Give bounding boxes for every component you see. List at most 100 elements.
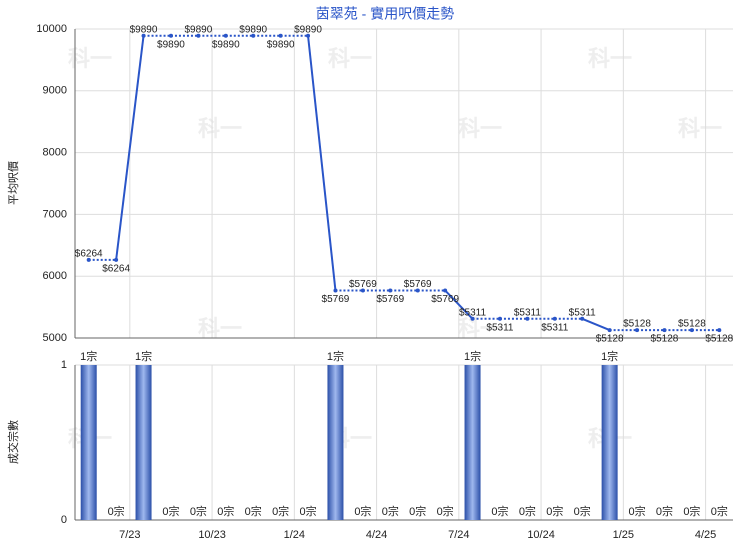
watermark: 科一 — [328, 46, 372, 71]
x-tick-label: 4/25 — [695, 529, 716, 541]
point — [662, 328, 667, 333]
point — [607, 328, 612, 333]
line-segment — [444, 289, 474, 320]
line-segment — [307, 35, 337, 291]
data-label: 0宗 — [519, 504, 536, 518]
data-label: 0宗 — [217, 504, 234, 518]
data-label: 0宗 — [683, 504, 700, 518]
line-segment — [115, 35, 145, 261]
y-tick-label: 5000 — [43, 332, 67, 344]
data-label: $5128 — [623, 319, 651, 330]
data-label: $5769 — [431, 294, 459, 305]
point — [168, 33, 173, 38]
data-label: 0宗 — [437, 504, 454, 518]
y-tick-label: 6000 — [43, 270, 67, 282]
point — [470, 316, 475, 321]
data-label: 1宗 — [601, 349, 618, 363]
data-label: 0宗 — [382, 504, 399, 518]
watermark: 科一 — [198, 116, 242, 141]
point — [415, 288, 420, 293]
point — [443, 288, 448, 293]
data-label: $5128 — [705, 334, 733, 345]
data-label: $5128 — [651, 334, 679, 345]
data-label: 0宗 — [245, 504, 262, 518]
data-label: $5769 — [376, 294, 404, 305]
y-tick-label: 8000 — [43, 147, 67, 159]
point — [141, 33, 146, 38]
y-axis-label: 平均呎價 — [6, 161, 20, 205]
watermark: 科一 — [458, 316, 502, 341]
data-label: $9890 — [157, 39, 185, 50]
point — [635, 328, 640, 333]
data-label: 0宗 — [574, 504, 591, 518]
data-label: 0宗 — [628, 504, 645, 518]
line-segment — [581, 317, 611, 332]
data-label: 0宗 — [354, 504, 371, 518]
data-label: 0宗 — [162, 504, 179, 518]
data-label: 0宗 — [711, 504, 728, 518]
x-tick-label: 10/23 — [198, 529, 226, 541]
point — [278, 33, 283, 38]
point — [223, 33, 228, 38]
point — [333, 288, 338, 293]
data-label: $9890 — [184, 24, 212, 35]
data-label: 0宗 — [409, 504, 426, 518]
point — [360, 288, 365, 293]
data-label: 0宗 — [546, 504, 563, 518]
data-label: $9890 — [212, 39, 240, 50]
data-label: 0宗 — [108, 504, 125, 518]
point — [552, 316, 557, 321]
data-label: $5128 — [596, 334, 624, 345]
point — [525, 316, 530, 321]
y-tick-label: 9000 — [43, 85, 67, 97]
data-label: $5128 — [678, 319, 706, 330]
y-tick-label: 0 — [61, 514, 67, 526]
data-label: $6264 — [102, 264, 130, 275]
point — [196, 33, 201, 38]
x-tick-label: 10/24 — [527, 529, 555, 541]
x-tick-label: 1/24 — [284, 529, 305, 541]
x-tick-label: 7/24 — [448, 529, 469, 541]
point — [86, 257, 91, 262]
watermark: 科一 — [588, 46, 632, 71]
bar — [464, 365, 481, 520]
data-label: $9890 — [239, 24, 267, 35]
data-label: $5769 — [404, 279, 432, 290]
point — [114, 257, 119, 262]
data-label: 1宗 — [80, 349, 97, 363]
point — [306, 33, 311, 38]
y-tick-label: 10000 — [36, 23, 67, 35]
point — [251, 33, 256, 38]
y-axis-label: 成交宗數 — [6, 420, 20, 464]
point — [689, 328, 694, 333]
data-label: $6264 — [75, 249, 103, 260]
bar — [327, 365, 344, 520]
bar — [80, 365, 97, 520]
data-label: $5311 — [486, 322, 514, 333]
data-label: 1宗 — [464, 349, 481, 363]
bar — [601, 365, 618, 520]
point — [717, 328, 722, 333]
data-label: $9890 — [294, 24, 322, 35]
data-label: $5769 — [322, 294, 350, 305]
data-label: 1宗 — [327, 349, 344, 363]
data-label: $9890 — [267, 39, 295, 50]
bar — [135, 365, 152, 520]
watermark: 科一 — [678, 116, 722, 141]
data-label: $5311 — [569, 307, 597, 318]
data-label: $5769 — [349, 279, 377, 290]
watermark: 科一 — [198, 316, 242, 341]
x-tick-label: 1/25 — [613, 529, 634, 541]
chart-title: 茵翠苑 - 實用呎價走勢 — [316, 6, 454, 22]
data-label: $5311 — [541, 322, 569, 333]
data-label: $5311 — [459, 307, 487, 318]
point — [497, 316, 502, 321]
y-tick-label: 1 — [61, 359, 67, 371]
watermark: 科一 — [458, 116, 502, 141]
data-label: 0宗 — [656, 504, 673, 518]
point — [580, 316, 585, 321]
data-label: $5311 — [514, 307, 542, 318]
data-label: $9890 — [130, 24, 158, 35]
data-label: 0宗 — [190, 504, 207, 518]
